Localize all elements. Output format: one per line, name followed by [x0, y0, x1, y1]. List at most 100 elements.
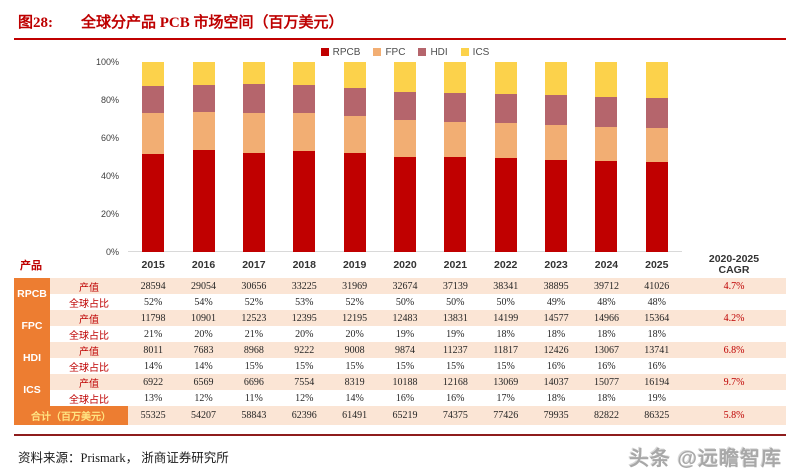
- row-label-value-rpcb: 产值: [50, 278, 128, 294]
- table-header-year-2025: 2025: [645, 259, 669, 271]
- share-cell-hdi: 15%: [496, 360, 515, 372]
- rpcb-swatch-icon: [320, 48, 329, 56]
- share-cell-rpcb: 52%: [244, 296, 264, 308]
- bar-segment-hdi-2020: [393, 91, 416, 121]
- value-cell-fpc: 14577: [530, 310, 582, 326]
- bar-segment-rpcb-2020: [393, 156, 416, 252]
- value-cell-rpcb: 28594: [128, 278, 179, 294]
- total-value-cell: 58843: [228, 406, 280, 425]
- share-cell-fpc: 20%: [295, 328, 314, 340]
- table-header-year-2021: 2021: [443, 259, 468, 271]
- bar-segment-hdi-2023: [545, 95, 568, 125]
- bar-segment-fpc-2021: [444, 121, 467, 158]
- share-cell-rpcb: 49%: [546, 296, 566, 308]
- total-row-label: 合计（百万美元）: [14, 406, 128, 425]
- table-header-product: 产品: [20, 260, 42, 272]
- stacked-bar-2020: [393, 62, 416, 252]
- value-cell-rpcb: 38341: [480, 278, 531, 294]
- total-value-cell: 65219: [379, 406, 431, 425]
- bar-segment-hdi-2015: [142, 85, 165, 114]
- bar-segment-fpc-2025: [645, 127, 668, 162]
- table-header-year-2019: 2019: [342, 259, 367, 271]
- bar-segment-rpcb-2024: [595, 160, 618, 252]
- bar-segment-ics-2016: [192, 62, 215, 86]
- bar-slot-2021: [430, 62, 480, 252]
- bar-segment-fpc-2016: [192, 111, 215, 151]
- value-cell-rpcb: 38895: [530, 278, 582, 294]
- share-cell-ics: 14%: [345, 392, 364, 404]
- value-cell-fpc: 12483: [379, 310, 431, 326]
- share-cell-rpcb: 50%: [446, 296, 465, 308]
- value-cell-rpcb: 41026: [631, 278, 682, 294]
- share-cell-rpcb: 54%: [194, 296, 213, 308]
- value-cell-hdi: 9222: [279, 342, 330, 358]
- plot-area: [128, 62, 682, 252]
- y-axis: 0% 20% 40% 60% 80% 100%: [14, 57, 128, 257]
- product-cell-fpc: FPC: [14, 310, 50, 342]
- chart-legend: RPCB FPC HDI ICS: [128, 45, 682, 59]
- total-value-cell: 55325: [128, 406, 179, 425]
- cagr-cell-rpcb: 4.7%: [681, 278, 786, 294]
- bar-segment-ics-2020: [393, 62, 416, 92]
- bar-segment-hdi-2017: [242, 83, 265, 113]
- bar-segment-rpcb-2016: [192, 150, 215, 252]
- value-cell-hdi: 13741: [631, 342, 682, 358]
- total-value-cell: 82822: [581, 406, 632, 425]
- stacked-bar-2019: [343, 62, 366, 252]
- share-cell-hdi: 16%: [597, 360, 616, 372]
- stacked-bar-2022: [494, 62, 517, 252]
- bar-segment-ics-2015: [142, 62, 165, 86]
- value-cell-fpc: 12195: [329, 310, 380, 326]
- value-cell-fpc: 12395: [279, 310, 330, 326]
- bar-segment-ics-2019: [343, 62, 366, 88]
- share-cell-fpc: 18%: [546, 328, 566, 340]
- stacked-bar-2015: [142, 62, 165, 252]
- value-cell-hdi: 9008: [329, 342, 380, 358]
- bar-segment-ics-2021: [444, 62, 467, 94]
- bar-slot-2024: [581, 62, 631, 252]
- share-cell-fpc: 20%: [194, 328, 213, 340]
- bar-segment-fpc-2018: [293, 113, 316, 151]
- value-cell-hdi: 13067: [581, 342, 632, 358]
- share-cell-ics: 18%: [597, 392, 616, 404]
- stacked-bar-2024: [595, 62, 618, 252]
- value-cell-hdi: 11817: [480, 342, 531, 358]
- value-cell-ics: 8319: [329, 374, 380, 390]
- share-cell-rpcb: 50%: [496, 296, 515, 308]
- bar-segment-rpcb-2015: [142, 153, 165, 252]
- total-value-cell: 86325: [631, 406, 682, 425]
- legend-item-rpcb: RPCB: [320, 47, 360, 58]
- row-label-value-fpc: 产值: [50, 310, 128, 326]
- cagr-cell-hdi: 6.8%: [681, 342, 786, 358]
- share-cell-ics: 16%: [395, 392, 415, 404]
- share-cell-rpcb: 48%: [597, 296, 616, 308]
- y-axis-tick: 100%: [95, 57, 119, 67]
- value-cell-ics: 14037: [530, 374, 582, 390]
- bar-slot-2019: [329, 62, 379, 252]
- value-cell-ics: 6922: [128, 374, 179, 390]
- share-cell-hdi: 14%: [144, 360, 163, 372]
- table-header-year-2017: 2017: [242, 259, 266, 271]
- bar-segment-hdi-2021: [444, 93, 467, 122]
- share-cell-ics: 17%: [496, 392, 515, 404]
- cagr-cell-fpc: 4.2%: [681, 310, 786, 326]
- share-cell-ics: 12%: [194, 392, 213, 404]
- bar-segment-hdi-2022: [494, 94, 517, 124]
- share-cell-fpc: 20%: [345, 328, 364, 340]
- row-label-share-ics: 全球占比: [69, 394, 109, 406]
- row-label-value-hdi: 产值: [50, 342, 128, 358]
- table-header-year-2018: 2018: [292, 259, 316, 271]
- legend-item-ics: ICS: [460, 47, 489, 58]
- share-cell-rpcb: 52%: [345, 296, 364, 308]
- table-header-year-2023: 2023: [544, 259, 568, 271]
- bar-segment-rpcb-2019: [343, 153, 366, 252]
- bar-segment-rpcb-2022: [494, 157, 517, 252]
- bar-segment-rpcb-2017: [242, 153, 265, 252]
- share-cell-ics: 12%: [295, 392, 314, 404]
- value-cell-fpc: 14199: [480, 310, 531, 326]
- bar-segment-fpc-2019: [343, 115, 366, 154]
- table-header-year-2016: 2016: [191, 259, 216, 271]
- bar-segment-rpcb-2021: [444, 157, 467, 252]
- value-cell-hdi: 7683: [178, 342, 229, 358]
